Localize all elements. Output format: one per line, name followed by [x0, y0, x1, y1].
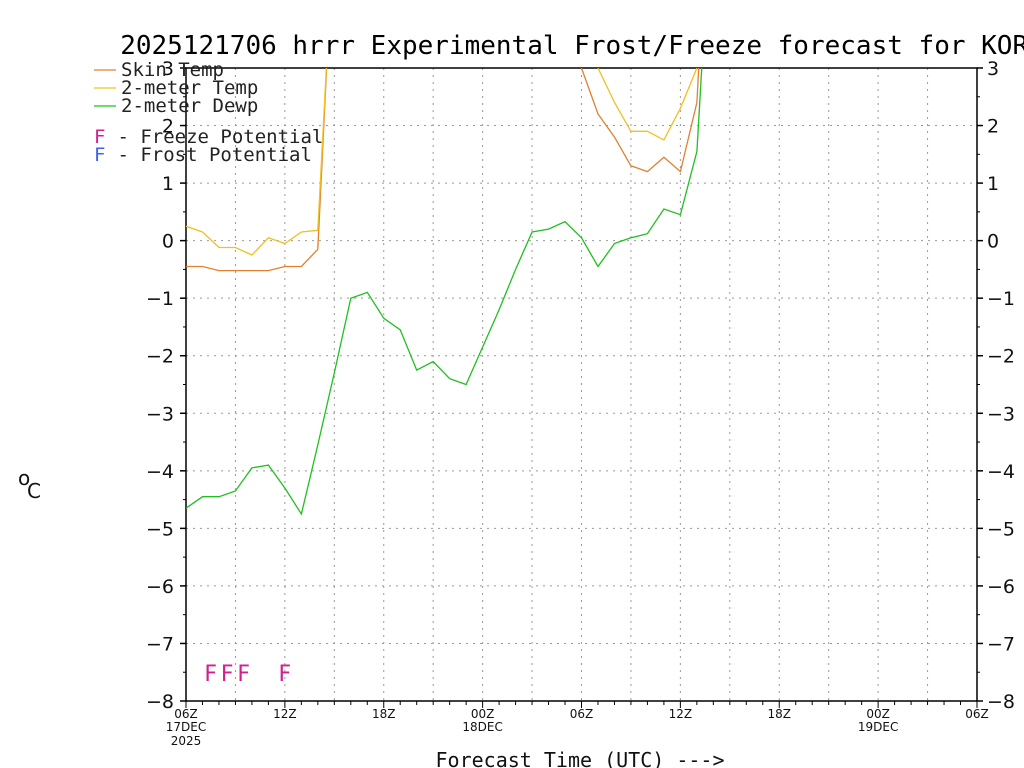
- series-offchart-segment: [317, 68, 328, 231]
- y-tick-label-left: 0: [162, 231, 174, 253]
- y-tick-label-left: 2: [162, 116, 174, 138]
- potential-legend-label: - Frost Potential: [106, 144, 312, 166]
- x-tick-label: 00Z: [471, 707, 495, 721]
- degree-symbol: o: [18, 466, 30, 490]
- y-tick-label-left: −2: [146, 346, 174, 368]
- potential-legend-letter: F: [94, 126, 105, 148]
- series-2-meter-dewp-line: [186, 151, 698, 516]
- y-tick-label-right: 1: [987, 173, 999, 195]
- series-offchart-segment: [696, 68, 700, 103]
- y-tick-label-right: −4: [987, 461, 1015, 483]
- x-tick-label: 12Z: [273, 707, 297, 721]
- y-tick-label-right: −7: [987, 633, 1015, 655]
- y-tick-label-left: −4: [146, 461, 174, 483]
- grid-lines: [186, 68, 977, 701]
- y-tick-label-left: −7: [146, 633, 174, 655]
- y-tick-label-left: −8: [146, 691, 174, 713]
- potential-legend-label: - Freeze Potential: [106, 126, 323, 148]
- x-axis-label: Forecast Time (UTC) --->: [436, 748, 725, 768]
- y-tick-label-left: −3: [146, 403, 174, 425]
- chart-title: 2025121706 hrrr Experimental Frost/Freez…: [120, 31, 1024, 61]
- x-tick-date: 18DEC: [462, 720, 502, 734]
- series-offchart-segment: [696, 68, 703, 152]
- legend-label: 2-meter Dewp: [121, 95, 258, 117]
- y-tick-label-left: −1: [146, 288, 174, 310]
- y-tick-label-right: −6: [987, 576, 1015, 598]
- freeze-marker: F: [237, 662, 250, 687]
- y-axis: −8 −8 −7 −7 −6 −6 −5 −5 −4 −4 −3 −3 −2 −2 −1 −1 0 0 1 1 2 2 3 3: [146, 58, 1015, 713]
- y-tick-label-right: 0: [987, 231, 999, 253]
- potential-legend-letter: F: [94, 144, 105, 166]
- legend-label: 2-meter Temp: [121, 77, 258, 99]
- series-skin-temp-line: [186, 248, 319, 272]
- x-tick-year: 2025: [171, 734, 202, 748]
- x-tick-label: 00Z: [866, 707, 890, 721]
- series-skin-temp-line: [580, 68, 698, 173]
- y-tick-label-right: −1: [987, 288, 1015, 310]
- x-tick-label: 06Z: [570, 707, 594, 721]
- freeze-marker: F: [204, 662, 217, 687]
- y-tick-label-right: −3: [987, 403, 1015, 425]
- y-tick-label-right: −2: [987, 346, 1015, 368]
- freeze-marker: F: [221, 662, 234, 687]
- freeze-marker: F: [279, 662, 292, 687]
- y-tick-label-left: −5: [146, 518, 174, 540]
- x-tick-label: 12Z: [669, 707, 693, 721]
- x-tick-label: 18Z: [372, 707, 396, 721]
- y-axis-unit: C: [27, 479, 41, 503]
- y-tick-label-left: 1: [162, 173, 174, 195]
- y-tick-label-left: −6: [146, 576, 174, 598]
- y-tick-label-right: −8: [987, 691, 1015, 713]
- y-tick-label-right: −5: [987, 518, 1015, 540]
- legend-label: Skin Temp: [121, 59, 224, 81]
- y-tick-label-right: 2: [987, 116, 999, 138]
- x-tick-label: 06Z: [965, 707, 989, 721]
- x-tick-date: 19DEC: [858, 720, 898, 734]
- data-series: [186, 68, 703, 516]
- series-2-meter-temp-line: [186, 225, 318, 256]
- y-tick-label-left: 3: [162, 58, 174, 80]
- series-2-meter-temp-line: [597, 68, 698, 141]
- x-tick-date: 17DEC: [166, 720, 206, 734]
- y-tick-label-right: 3: [987, 58, 999, 80]
- y-axis-label: o C: [18, 466, 41, 503]
- x-tick-label: 18Z: [768, 707, 792, 721]
- x-tick-label: 06Z: [174, 707, 198, 721]
